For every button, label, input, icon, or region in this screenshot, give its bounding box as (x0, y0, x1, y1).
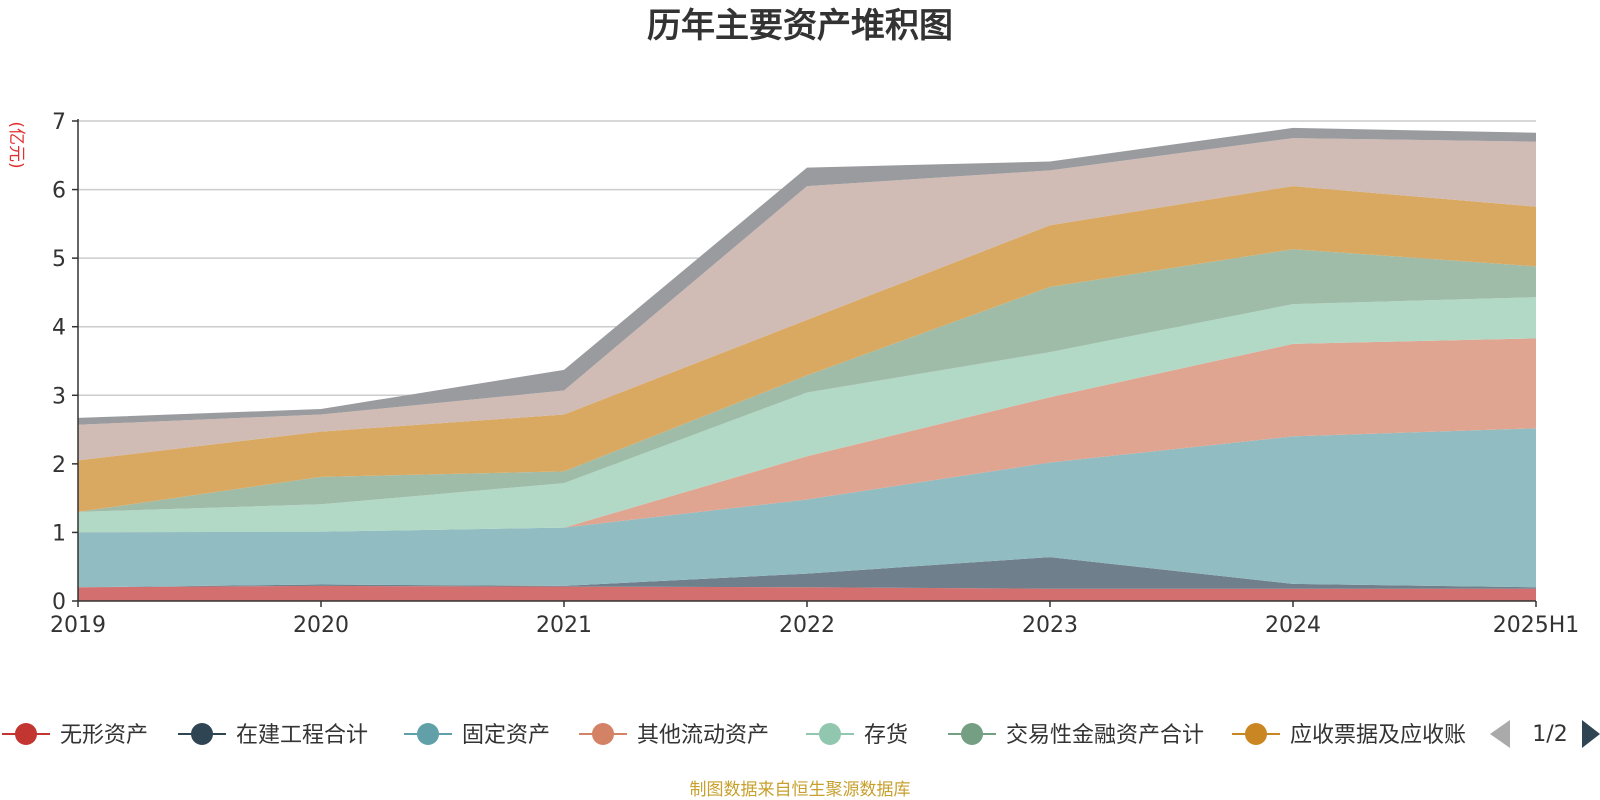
legend-item-1[interactable]: 在建工程合计 (178, 723, 368, 748)
legend-pager: 1/2 (1490, 720, 1600, 748)
x-tick-labels: 2019 2020 2021 2022 2023 2024 2025H1 (50, 613, 1579, 638)
x-tick-label-2: 2021 (536, 613, 592, 638)
legend-marker-1 (191, 723, 213, 745)
x-tick-label-3: 2022 (779, 613, 835, 638)
legend-label-3: 其他流动资产 (637, 723, 769, 748)
series-area-2 (78, 428, 1536, 588)
legend-page-label: 1/2 (1532, 722, 1567, 747)
legend-item-3[interactable]: 其他流动资产 (579, 723, 769, 748)
legend-prev-icon[interactable] (1490, 720, 1510, 748)
series-area-7 (78, 138, 1536, 461)
series-areas (78, 127, 1536, 601)
y-tick-label-1: 1 (52, 521, 66, 546)
legend-item-5[interactable]: 交易性金融资产合计 (948, 723, 1204, 748)
source-note: 制图数据来自恒生聚源数据库 (690, 780, 911, 800)
y-tick-label-0: 0 (52, 590, 66, 615)
legend-label-4: 存货 (864, 723, 908, 748)
y-axis-unit-label: (亿元) (6, 121, 26, 168)
series-area-3 (78, 338, 1536, 533)
legend-item-0[interactable]: 无形资产 (2, 723, 148, 748)
legend-marker-5 (961, 723, 983, 745)
legend-label-5: 交易性金融资产合计 (1006, 723, 1204, 748)
y-tick-labels: 0 1 2 3 4 5 6 7 (52, 110, 66, 615)
legend-marker-4 (819, 723, 841, 745)
x-tick-label-4: 2023 (1022, 613, 1078, 638)
series-area-6 (78, 186, 1536, 512)
legend-marker-3 (592, 723, 614, 745)
y-tick-label-2: 2 (52, 453, 66, 478)
chart-title: 历年主要资产堆积图 (647, 6, 953, 46)
legend-item-4[interactable]: 存货 (806, 723, 908, 748)
series-area-1 (78, 557, 1536, 589)
y-tick-label-5: 5 (52, 247, 66, 272)
legend-label-2: 固定资产 (462, 723, 550, 748)
legend-label-1: 在建工程合计 (236, 723, 368, 748)
legend-item-2[interactable]: 固定资产 (404, 723, 550, 748)
x-tick-label-1: 2020 (293, 613, 349, 638)
legend-label-0: 无形资产 (60, 723, 148, 748)
y-tick-label-3: 3 (52, 384, 66, 409)
legend-next-icon[interactable] (1582, 720, 1600, 748)
series-area-5 (78, 249, 1536, 512)
legend-item-6[interactable]: 应收票据及应收账 (1232, 723, 1466, 748)
legend-marker-0 (15, 723, 37, 745)
legend-marker-6 (1245, 723, 1267, 745)
series-area-0 (78, 585, 1536, 601)
legend-marker-2 (417, 723, 439, 745)
legend: 无形资产 在建工程合计 固定资产 其他流动资产 存货 交易性金融资产合计 应收票据及应收账 (2, 723, 1466, 748)
x-tick-label-6: 2025H1 (1493, 613, 1580, 638)
y-tick-label-6: 6 (52, 179, 66, 204)
x-tick-label-5: 2024 (1265, 613, 1321, 638)
legend-label-6: 应收票据及应收账 (1290, 723, 1466, 748)
y-tick-label-4: 4 (52, 316, 66, 341)
series-area-4 (78, 297, 1536, 533)
y-tick-label-7: 7 (52, 110, 66, 135)
x-tick-label-0: 2019 (50, 613, 106, 638)
axes (72, 119, 1537, 607)
